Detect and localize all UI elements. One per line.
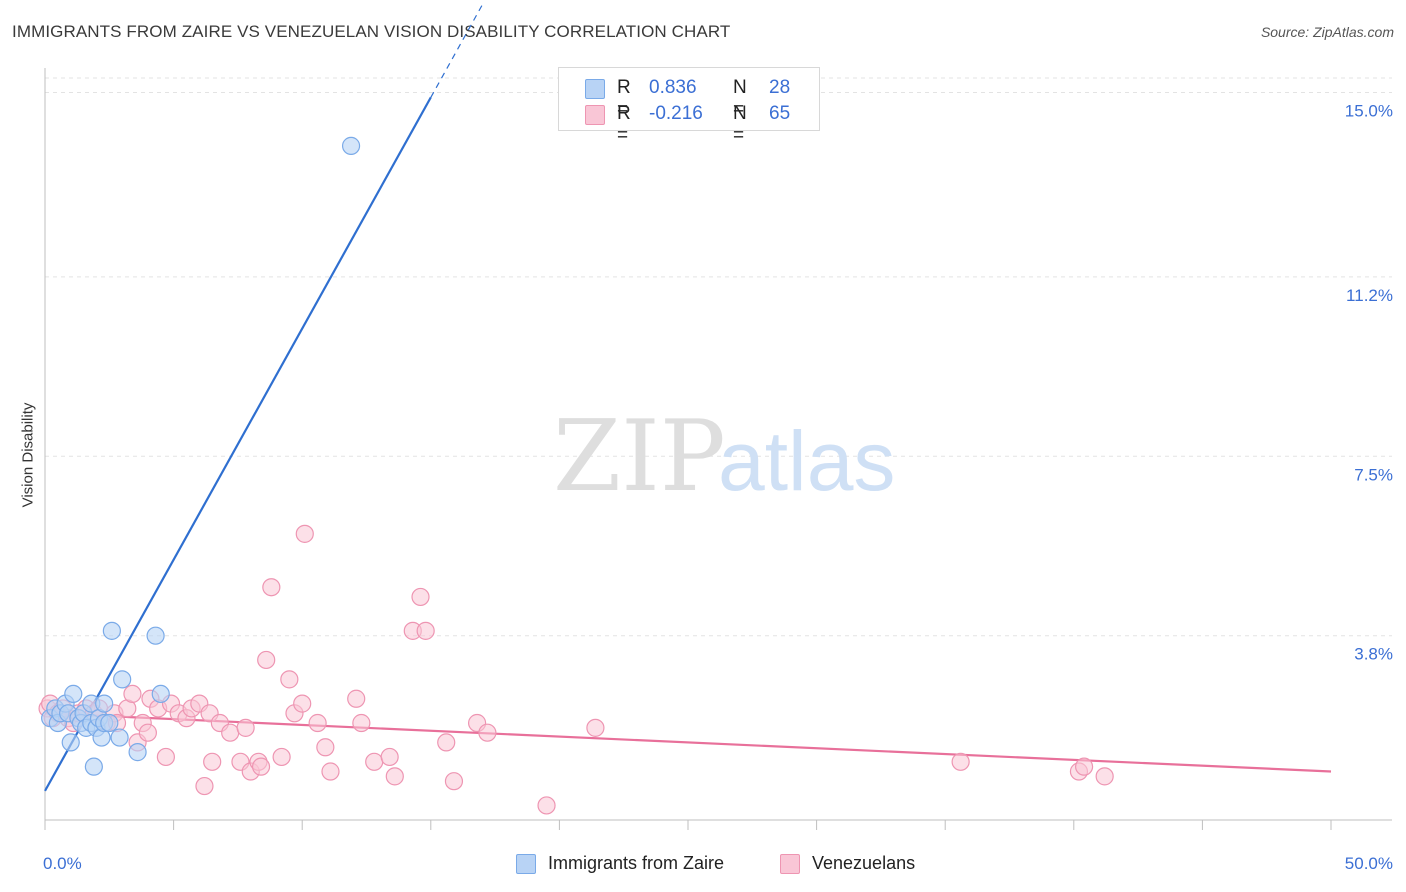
axes — [44, 68, 1392, 830]
data-point-venezuelans — [295, 524, 314, 543]
chart-title: IMMIGRANTS FROM ZAIRE VS VENEZUELAN VISI… — [12, 22, 731, 41]
legend-label: Venezuelans — [812, 853, 916, 873]
n-label: N = — [733, 77, 747, 120]
venezuelans-swatch — [780, 854, 800, 874]
data-point-venezuelans — [138, 723, 157, 742]
data-point-venezuelans — [293, 694, 312, 713]
data-point-venezuelans — [365, 752, 384, 771]
trend-line-venezuelans — [44, 712, 1332, 773]
legend-label: Immigrants from Zaire — [548, 853, 725, 873]
x-tick-label: 50.0% — [1345, 854, 1393, 873]
r-value: 0.836 — [649, 77, 697, 98]
data-point-zaire — [128, 743, 147, 762]
data-point-venezuelans — [347, 689, 366, 708]
data-point-zaire — [146, 626, 165, 645]
data-point-venezuelans — [195, 776, 214, 796]
y-tick-label: 11.2% — [1346, 286, 1393, 305]
data-point-zaire — [61, 733, 80, 752]
data-point-venezuelans — [257, 650, 276, 670]
data-point-venezuelans — [411, 587, 430, 607]
data-point-venezuelans — [385, 767, 404, 786]
data-point-venezuelans — [262, 578, 281, 597]
watermark: ZIP atlas — [553, 400, 895, 514]
watermark-zip: ZIP — [553, 400, 726, 514]
y-tick-label: 7.5% — [1354, 465, 1393, 484]
data-point-venezuelans — [280, 670, 299, 689]
data-point-zaire — [341, 136, 361, 155]
data-point-venezuelans — [1074, 757, 1094, 776]
series-legend: Immigrants from Zaire Venezuelans — [0, 852, 1406, 878]
watermark-atlas: atlas — [718, 414, 895, 508]
data-point-venezuelans — [221, 723, 240, 742]
data-point-zaire — [110, 728, 129, 747]
data-point-venezuelans — [1095, 767, 1114, 786]
data-point-zaire — [102, 621, 121, 640]
data-point-venezuelans — [123, 684, 142, 704]
data-point-zaire — [113, 670, 132, 689]
data-point-venezuelans — [437, 733, 456, 752]
venezuelans-swatch — [585, 105, 605, 125]
data-point-venezuelans — [444, 772, 464, 791]
source-note: Source: ZipAtlas.com — [1260, 24, 1394, 40]
trend-line-zaire — [44, 96, 432, 792]
n-label: N = — [733, 103, 747, 146]
data-point-venezuelans — [272, 747, 291, 767]
data-point-venezuelans — [380, 747, 399, 767]
data-point-venezuelans — [586, 718, 605, 737]
data-point-venezuelans — [478, 723, 497, 742]
data-points — [38, 136, 1114, 815]
data-point-zaire — [64, 684, 83, 704]
trend-line-zaire-extension — [430, 4, 483, 98]
y-tick-label: 15.0% — [1345, 102, 1393, 121]
data-point-zaire — [151, 684, 170, 704]
y-tick-label: 3.8% — [1354, 645, 1393, 664]
data-point-venezuelans — [537, 796, 556, 815]
data-point-venezuelans — [236, 718, 255, 737]
data-point-zaire — [84, 757, 103, 776]
data-point-venezuelans — [321, 762, 340, 781]
r-label: R = — [617, 103, 631, 146]
data-point-venezuelans — [352, 713, 371, 733]
data-point-venezuelans — [951, 752, 970, 771]
grid-lines — [45, 77, 1392, 637]
data-point-venezuelans — [156, 747, 175, 767]
data-point-zaire — [95, 694, 114, 713]
zaire-swatch — [516, 854, 536, 874]
n-value: 65 — [769, 103, 791, 124]
r-label: R = — [617, 77, 631, 120]
x-tick-label: 0.0% — [43, 854, 82, 873]
data-point-venezuelans — [308, 713, 327, 733]
data-point-zaire — [100, 713, 119, 733]
data-point-venezuelans — [316, 738, 335, 757]
stats-legend: R = 0.836 N = 28 R = -0.216 N = 65 — [558, 67, 820, 146]
data-point-venezuelans — [416, 621, 435, 640]
zaire-swatch — [585, 79, 605, 99]
trend-lines — [44, 4, 1332, 792]
data-point-venezuelans — [251, 757, 271, 776]
data-point-venezuelans — [203, 752, 222, 771]
tick-labels: 3.8% 7.5% 11.2% 15.0% 0.0% 50.0% — [43, 102, 1393, 873]
r-value: -0.216 — [649, 103, 703, 124]
n-value: 28 — [769, 77, 791, 98]
